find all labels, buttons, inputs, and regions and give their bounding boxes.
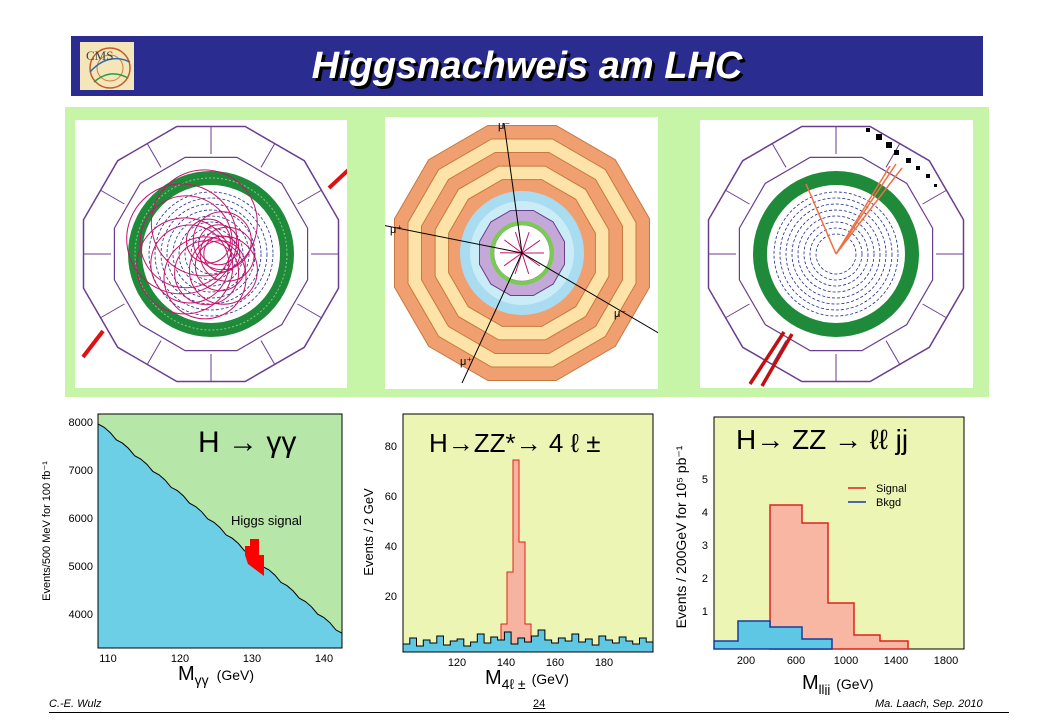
footer-venue-date: Ma. Laach, Sep. 2010: [875, 698, 983, 710]
y-tick-four-lepton: 60: [385, 491, 397, 503]
y-tick-gamma-gamma: 5000: [69, 561, 93, 573]
process-label-four-lepton: H→ZZ*→ 4 ℓ ±: [429, 428, 600, 458]
process-label-gamma-gamma: H → γγ: [198, 426, 296, 459]
y-tick-gamma-gamma: 4000: [69, 609, 93, 621]
y-tick-lljj: 3: [702, 540, 708, 552]
x-tick-four-lepton: 180: [595, 657, 613, 669]
higgs-signal-label: Higgs signal: [231, 513, 302, 528]
y-tick-lljj: 1: [702, 606, 708, 618]
y-tick-four-lepton: 40: [385, 541, 397, 553]
y-tick-gamma-gamma: 6000: [69, 513, 93, 525]
y-tick-gamma-gamma: 7000: [69, 465, 93, 477]
x-tick-four-lepton: 120: [448, 657, 466, 669]
x-tick-lljj: 1000: [834, 655, 858, 667]
x-tick-lljj: 600: [787, 655, 805, 667]
y-axis-label-lljj: Events / 200GeV for 10⁵ pb⁻¹: [673, 445, 689, 628]
process-label-lljj: H→ ZZ → ℓℓ jj: [736, 424, 908, 455]
muon-label-2: μ⁺: [390, 224, 402, 236]
y-tick-lljj: 4: [702, 507, 708, 519]
plot-lljj-graphic: H→ ZZ → ℓℓ jj Signal Bkgd 1 2 3 4 5 200 600 10…: [673, 416, 965, 697]
x-tick-four-lepton: 140: [497, 657, 515, 669]
plot-h-gamma-gamma-graphic: Higgs signal H → γγ 4000 5000 6000 7000 8000…: [41, 413, 343, 688]
event-display-lljj-graphic: [707, 125, 965, 387]
x-tick-lljj: 1400: [884, 655, 908, 667]
y-axis-label-gamma-gamma: Events/500 MeV for 100 fb⁻¹: [41, 461, 53, 601]
muon-label-4: μ⁻: [614, 308, 626, 320]
page-title: Higgsnachweis am LHC: [311, 45, 743, 87]
x-tick-gamma-gamma: 130: [243, 653, 261, 665]
y-tick-four-lepton: 80: [385, 441, 397, 453]
x-tick-four-lepton: 160: [546, 657, 564, 669]
y-tick-lljj: 2: [702, 573, 708, 585]
footer-author: C.-E. Wulz: [49, 698, 102, 710]
x-tick-gamma-gamma: 140: [315, 653, 333, 665]
footer-page-number: 24: [533, 698, 546, 710]
event-display-four-muon: μ⁻ μ⁺ μ⁺ μ⁻: [381, 117, 663, 389]
plot-lljj: H→ ZZ → ℓℓ jj Signal Bkgd 1 2 3 4 5 200 600 10…: [672, 405, 968, 697]
event-display-gamma-gamma-graphic: [81, 125, 361, 383]
event-display-four-muon-graphic: μ⁻ μ⁺ μ⁺ μ⁻: [381, 120, 663, 384]
y-axis-label-four-lepton: Events / 2 GeV: [361, 488, 376, 576]
muon-label-3: μ⁺: [460, 356, 472, 368]
plot-four-lepton-graphic: H→ZZ*→ 4 ℓ ± 20 40 60 80 120 140 160 180 Event…: [361, 413, 654, 692]
y-tick-lljj: 5: [702, 474, 708, 486]
x-axis-label-four-lepton: M4ℓ ± (GeV): [485, 667, 569, 692]
x-axis-label-gamma-gamma: Mγγ (GeV): [178, 663, 254, 688]
event-display-gamma-gamma: [75, 120, 361, 388]
y-tick-four-lepton: 20: [385, 591, 397, 603]
legend-signal: Signal: [876, 483, 907, 495]
x-tick-gamma-gamma: 110: [99, 653, 117, 665]
plot-h-gamma-gamma: Higgs signal H → γγ 4000 5000 6000 7000 8000…: [38, 408, 356, 690]
legend-bkgd: Bkgd: [876, 497, 901, 509]
x-axis-label-lljj: Mlljj (GeV): [802, 672, 874, 695]
y-tick-gamma-gamma: 8000: [69, 417, 93, 429]
plot-four-lepton: H→ZZ*→ 4 ℓ ± 20 40 60 80 120 140 160 180 Event…: [357, 412, 659, 692]
x-tick-lljj: 1800: [934, 655, 958, 667]
muon-label-1: μ⁻: [498, 120, 510, 132]
svg-text:CMS: CMS: [86, 48, 113, 63]
event-display-lljj: [700, 120, 973, 388]
x-tick-gamma-gamma: 120: [171, 653, 189, 665]
x-tick-lljj: 200: [737, 655, 755, 667]
title-bar: Higgsnachweis am LHC: [71, 36, 983, 96]
cms-logo: CMS: [80, 42, 134, 90]
footer-rule: [49, 712, 1009, 713]
